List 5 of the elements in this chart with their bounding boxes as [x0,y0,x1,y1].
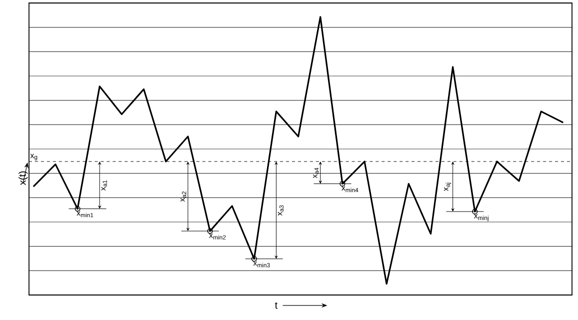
point [207,228,213,234]
point [472,208,478,214]
point [251,256,257,262]
x-axis-title: t [274,302,278,309]
y-axis-title: x(t) [18,171,28,186]
